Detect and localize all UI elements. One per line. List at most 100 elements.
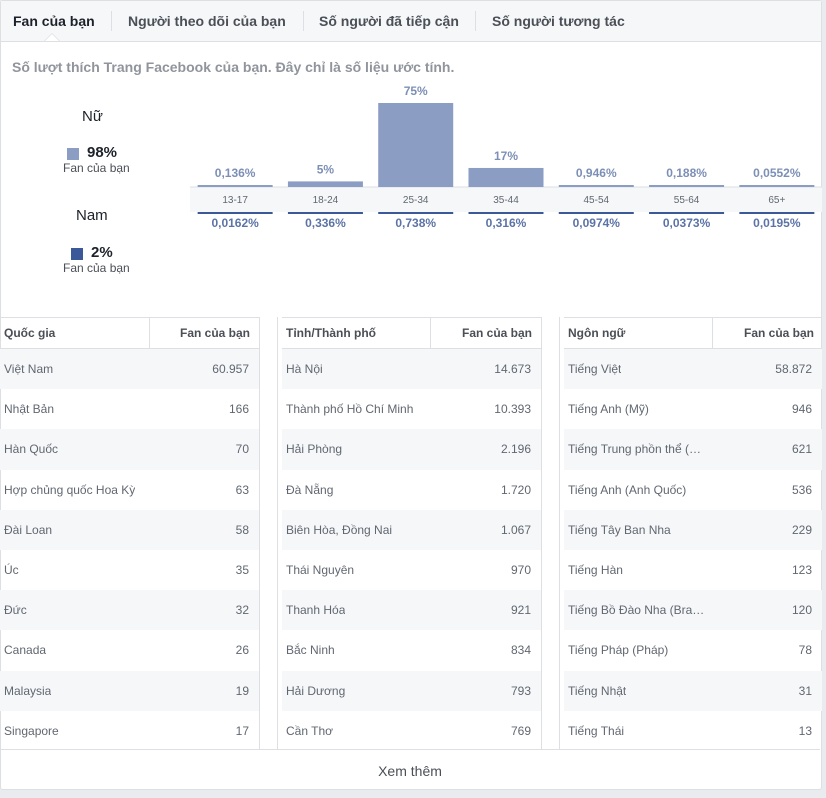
row-fan-count: 26: [235, 643, 249, 658]
row-fan-count: 58: [235, 522, 249, 537]
female-value-label: 75%: [404, 84, 428, 98]
row-fan-count: 229: [791, 522, 812, 537]
row-fan-count: 32: [235, 603, 249, 618]
age-group-label: 25-34: [403, 195, 429, 206]
male-bar: [649, 212, 725, 214]
tab-followers[interactable]: Người theo dõi của bạn: [128, 13, 286, 29]
row-name: Tiếng Hàn: [568, 562, 623, 577]
female-value-label: 17%: [494, 149, 518, 163]
female-value-label: 0,946%: [576, 166, 617, 180]
male-bar: [287, 212, 363, 214]
age-group-label: 13-17: [222, 195, 248, 206]
row-name: Nhật Bản: [4, 402, 55, 417]
female-percentage: 98%: [87, 144, 118, 161]
row-fan-count: 70: [235, 442, 249, 457]
table-row: Thành phố Hồ Chí Minh 10.393: [282, 389, 541, 429]
row-fan-count: 1.720: [500, 482, 531, 497]
male-value-label: 0,0162%: [211, 216, 259, 230]
male-percentage: 2%: [91, 244, 113, 261]
country-table: Quốc gia Fan của bạn Việt Nam 60.957 Nhật …: [0, 317, 259, 750]
table-row: Thái Nguyên 970: [282, 550, 541, 590]
tab-divider: [111, 11, 112, 31]
tab-reach[interactable]: Số người đã tiếp cận: [319, 13, 459, 29]
tab-divider: [475, 11, 476, 31]
column-fans[interactable]: Fan của bạn: [461, 326, 532, 340]
intro-text: Số lượt thích Trang Facebook của bạn. Đâ…: [12, 59, 455, 75]
row-name: Hàn Quốc: [4, 442, 59, 457]
row-fan-count: 621: [791, 442, 812, 457]
row-name: Hợp chủng quốc Hoa Kỳ: [4, 482, 136, 497]
row-fan-count: 13: [798, 723, 812, 738]
age-group-label: 55-64: [674, 195, 700, 206]
table-row: Úc 35: [0, 550, 259, 590]
column-city[interactable]: Tỉnh/Thành phố: [286, 326, 376, 340]
age-group-label: 45-54: [583, 195, 609, 206]
table-row: Tiếng Thái 13: [564, 711, 822, 751]
row-fan-count: 921: [510, 603, 531, 618]
female-value-label: 0,0552%: [753, 166, 801, 180]
table-separator: [259, 317, 260, 749]
row-fan-count: 17: [235, 723, 249, 738]
table-row: Việt Nam 60.957: [0, 349, 259, 390]
row-name: Hải Phòng: [286, 442, 343, 457]
row-fan-count: 1.067: [500, 522, 531, 537]
table-row: Biên Hòa, Đồng Nai 1.067: [282, 509, 541, 550]
female-bar: [287, 181, 363, 187]
column-country[interactable]: Quốc gia: [4, 326, 56, 340]
table-row: Tiếng Anh (Mỹ) 946: [564, 389, 822, 429]
male-swatch: [71, 248, 83, 260]
see-more-button[interactable]: Xem thêm: [0, 749, 820, 790]
tab-your-fans[interactable]: Fan của bạn: [13, 13, 95, 29]
table-header: Tỉnh/Thành phố Fan của bạn: [282, 318, 541, 349]
age-group-label: 18-24: [313, 195, 339, 206]
row-name: Đức: [4, 603, 27, 618]
row-name: Bắc Ninh: [286, 643, 335, 658]
table-row: Nhật Bản 166: [0, 389, 259, 429]
age-gender-chart: 0,136% 13-17 0,0162% 5% 18-24 0,336% 75% 25-34 0…: [190, 84, 822, 230]
male-label: Nam: [76, 207, 108, 224]
row-fan-count: 35: [235, 562, 249, 577]
table-body: Tiếng Việt 58.872 Tiếng Anh (Mỹ) 946 Tiếng T…: [564, 349, 822, 751]
row-fan-count: 60.957: [212, 362, 249, 376]
table-separator: [541, 317, 542, 749]
table-header: Quốc gia Fan của bạn: [0, 318, 259, 349]
column-fans[interactable]: Fan của bạn: [179, 326, 250, 340]
male-sublabel: Fan của bạn: [63, 261, 130, 275]
male-bar: [558, 212, 634, 214]
table-separator: [559, 317, 560, 749]
row-fan-count: 63: [235, 482, 249, 497]
female-bar: [197, 185, 273, 187]
row-fan-count: 2.196: [500, 442, 531, 457]
female-swatch: [67, 148, 79, 160]
female-bar: [468, 167, 544, 187]
tab-bar: Fan của bạn Người theo dõi của bạn Số ng…: [1, 1, 821, 42]
table-row: Bắc Ninh 834: [282, 630, 541, 670]
row-name: Canada: [4, 643, 47, 658]
table-row: Tiếng Nhật 31: [564, 670, 822, 711]
male-bar: [378, 212, 454, 214]
row-fan-count: 946: [791, 402, 812, 417]
row-fan-count: 10.393: [494, 402, 531, 417]
tab-engagement[interactable]: Số người tương tác: [492, 13, 625, 29]
table-row: Hải Dương 793: [282, 670, 541, 711]
table-row: Tiếng Tây Ban Nha 229: [564, 509, 822, 550]
column-divider: [430, 318, 431, 348]
row-fan-count: 834: [510, 643, 531, 658]
row-name: Tiếng Nhật: [568, 683, 627, 698]
row-name: Tiếng Anh (Anh Quốc): [568, 482, 687, 497]
row-name: Tiếng Trung phồn thể (…: [568, 442, 701, 457]
row-name: Biên Hòa, Đồng Nai: [286, 522, 393, 537]
column-language[interactable]: Ngôn ngữ: [568, 326, 626, 340]
table-header: Ngôn ngữ Fan của bạn: [564, 318, 822, 349]
male-value-label: 0,336%: [305, 216, 346, 230]
table-row: Cần Thơ 769: [282, 711, 541, 751]
row-fan-count: 536: [791, 482, 812, 497]
column-fans[interactable]: Fan của bạn: [743, 326, 814, 340]
table-row: Tiếng Bồ Đào Nha (Bra… 120: [564, 590, 822, 631]
male-value-label: 0,0373%: [663, 216, 711, 230]
tables-area: Quốc gia Fan của bạn Việt Nam 60.957 Nhật …: [0, 317, 822, 749]
male-bar: [468, 212, 544, 214]
row-name: Singapore: [4, 723, 59, 738]
column-divider: [149, 318, 150, 348]
row-fan-count: 31: [798, 683, 812, 698]
